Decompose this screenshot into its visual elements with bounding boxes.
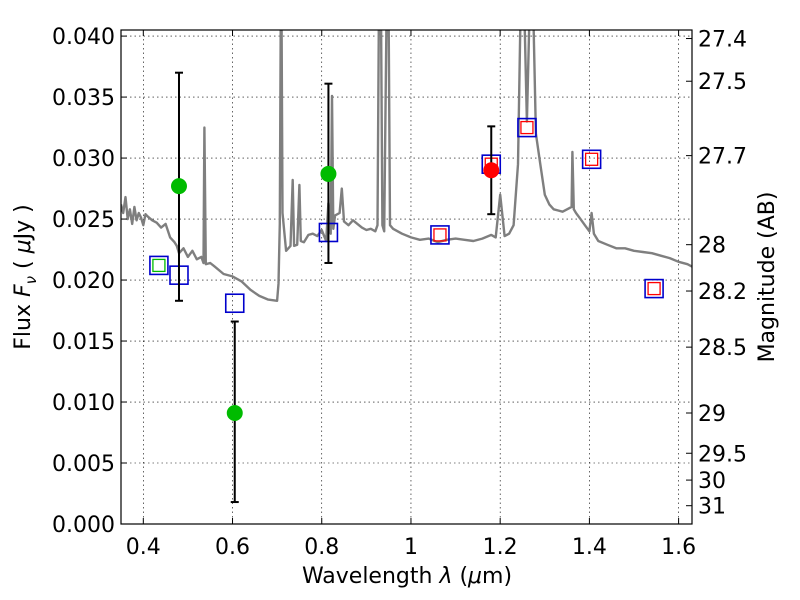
- y-tick-label: 0.020: [52, 269, 115, 294]
- spectrum-line: [121, 30, 692, 302]
- inner-square-marker: [584, 152, 599, 166]
- y-tick-label: 0.015: [52, 330, 115, 355]
- x-axis-title-paren: (: [452, 564, 468, 589]
- inner-square-marker: [647, 281, 661, 296]
- plot-area-frame: [120, 29, 693, 525]
- mag-tick-label: 27.4: [698, 28, 747, 53]
- model-square-marker: [581, 149, 602, 170]
- tick-layer: 0.4 0.6 0.8 1 1.2 1.4 1.6 0.000 0.005 0.010 0.015 0…: [52, 25, 747, 560]
- x-tick-label: 0.6: [215, 535, 250, 560]
- observed-point-marker: [170, 178, 187, 195]
- y-tick-label: 0.005: [52, 452, 115, 477]
- mag-tick-label: 30: [698, 469, 726, 494]
- y-tick-label: 0.000: [52, 513, 115, 538]
- model-square-marker: [430, 225, 450, 245]
- y-axis-title: Flux Fν ( μJy ): [11, 204, 40, 349]
- y-axis-title-symbol: F: [11, 284, 36, 297]
- mag-tick-label: 29: [698, 402, 726, 427]
- mag-tick-label: 28.5: [698, 336, 747, 361]
- mag-tick-label: 28.2: [698, 280, 747, 305]
- y-tick-label: 0.040: [52, 25, 115, 50]
- x-tick-label: 1.4: [572, 535, 607, 560]
- marker-layer: [149, 71, 664, 504]
- observed-point-marker: [226, 405, 243, 422]
- y-axis-title-mu: μ: [11, 239, 36, 254]
- mag-tick-label: 28: [698, 234, 726, 259]
- inner-square-marker: [520, 120, 534, 135]
- y-axis-title-subscript: ν: [22, 276, 40, 284]
- y-axis-title-text: Flux: [11, 297, 36, 350]
- x-axis-title: Wavelength λ (μm): [302, 564, 512, 589]
- y-axis-title-paren: (: [11, 253, 36, 276]
- observed-point-marker: [483, 162, 500, 179]
- y-tick-label: 0.035: [52, 86, 115, 111]
- x-tick-label: 0.4: [126, 535, 161, 560]
- observed-point-marker: [320, 165, 337, 182]
- x-axis-title-text: Wavelength: [302, 564, 440, 589]
- grid-lines: [121, 30, 692, 525]
- model-square-marker: [644, 278, 664, 299]
- x-axis-title-mu: μ: [467, 564, 482, 589]
- y-tick-label: 0.025: [52, 208, 115, 233]
- x-tick-label: 1.6: [661, 535, 696, 560]
- y-axis-title-unit: Jy ): [11, 204, 36, 241]
- mag-tick-label: 29.5: [698, 442, 747, 467]
- x-axis-title-lambda: λ: [438, 564, 452, 589]
- inner-square-marker: [152, 258, 166, 273]
- x-tick-label: 0.8: [304, 535, 339, 560]
- spectrum-layer: [121, 30, 692, 302]
- x-tick-label: 1: [404, 535, 418, 560]
- x-tick-label: 1.2: [483, 535, 518, 560]
- model-square-marker: [224, 293, 245, 314]
- y-tick-label: 0.010: [52, 391, 115, 416]
- model-square-marker: [517, 117, 537, 138]
- x-axis-title-unit: m): [482, 564, 512, 589]
- y2-axis-title: Magnitude (AB): [755, 192, 780, 363]
- inner-square-marker: [433, 228, 447, 242]
- mag-tick-label: 31: [698, 495, 726, 520]
- model-square-marker: [149, 255, 169, 276]
- y-tick-label: 0.030: [52, 147, 115, 172]
- mag-tick-label: 27.7: [698, 145, 747, 170]
- mag-tick-label: 27.5: [698, 70, 747, 95]
